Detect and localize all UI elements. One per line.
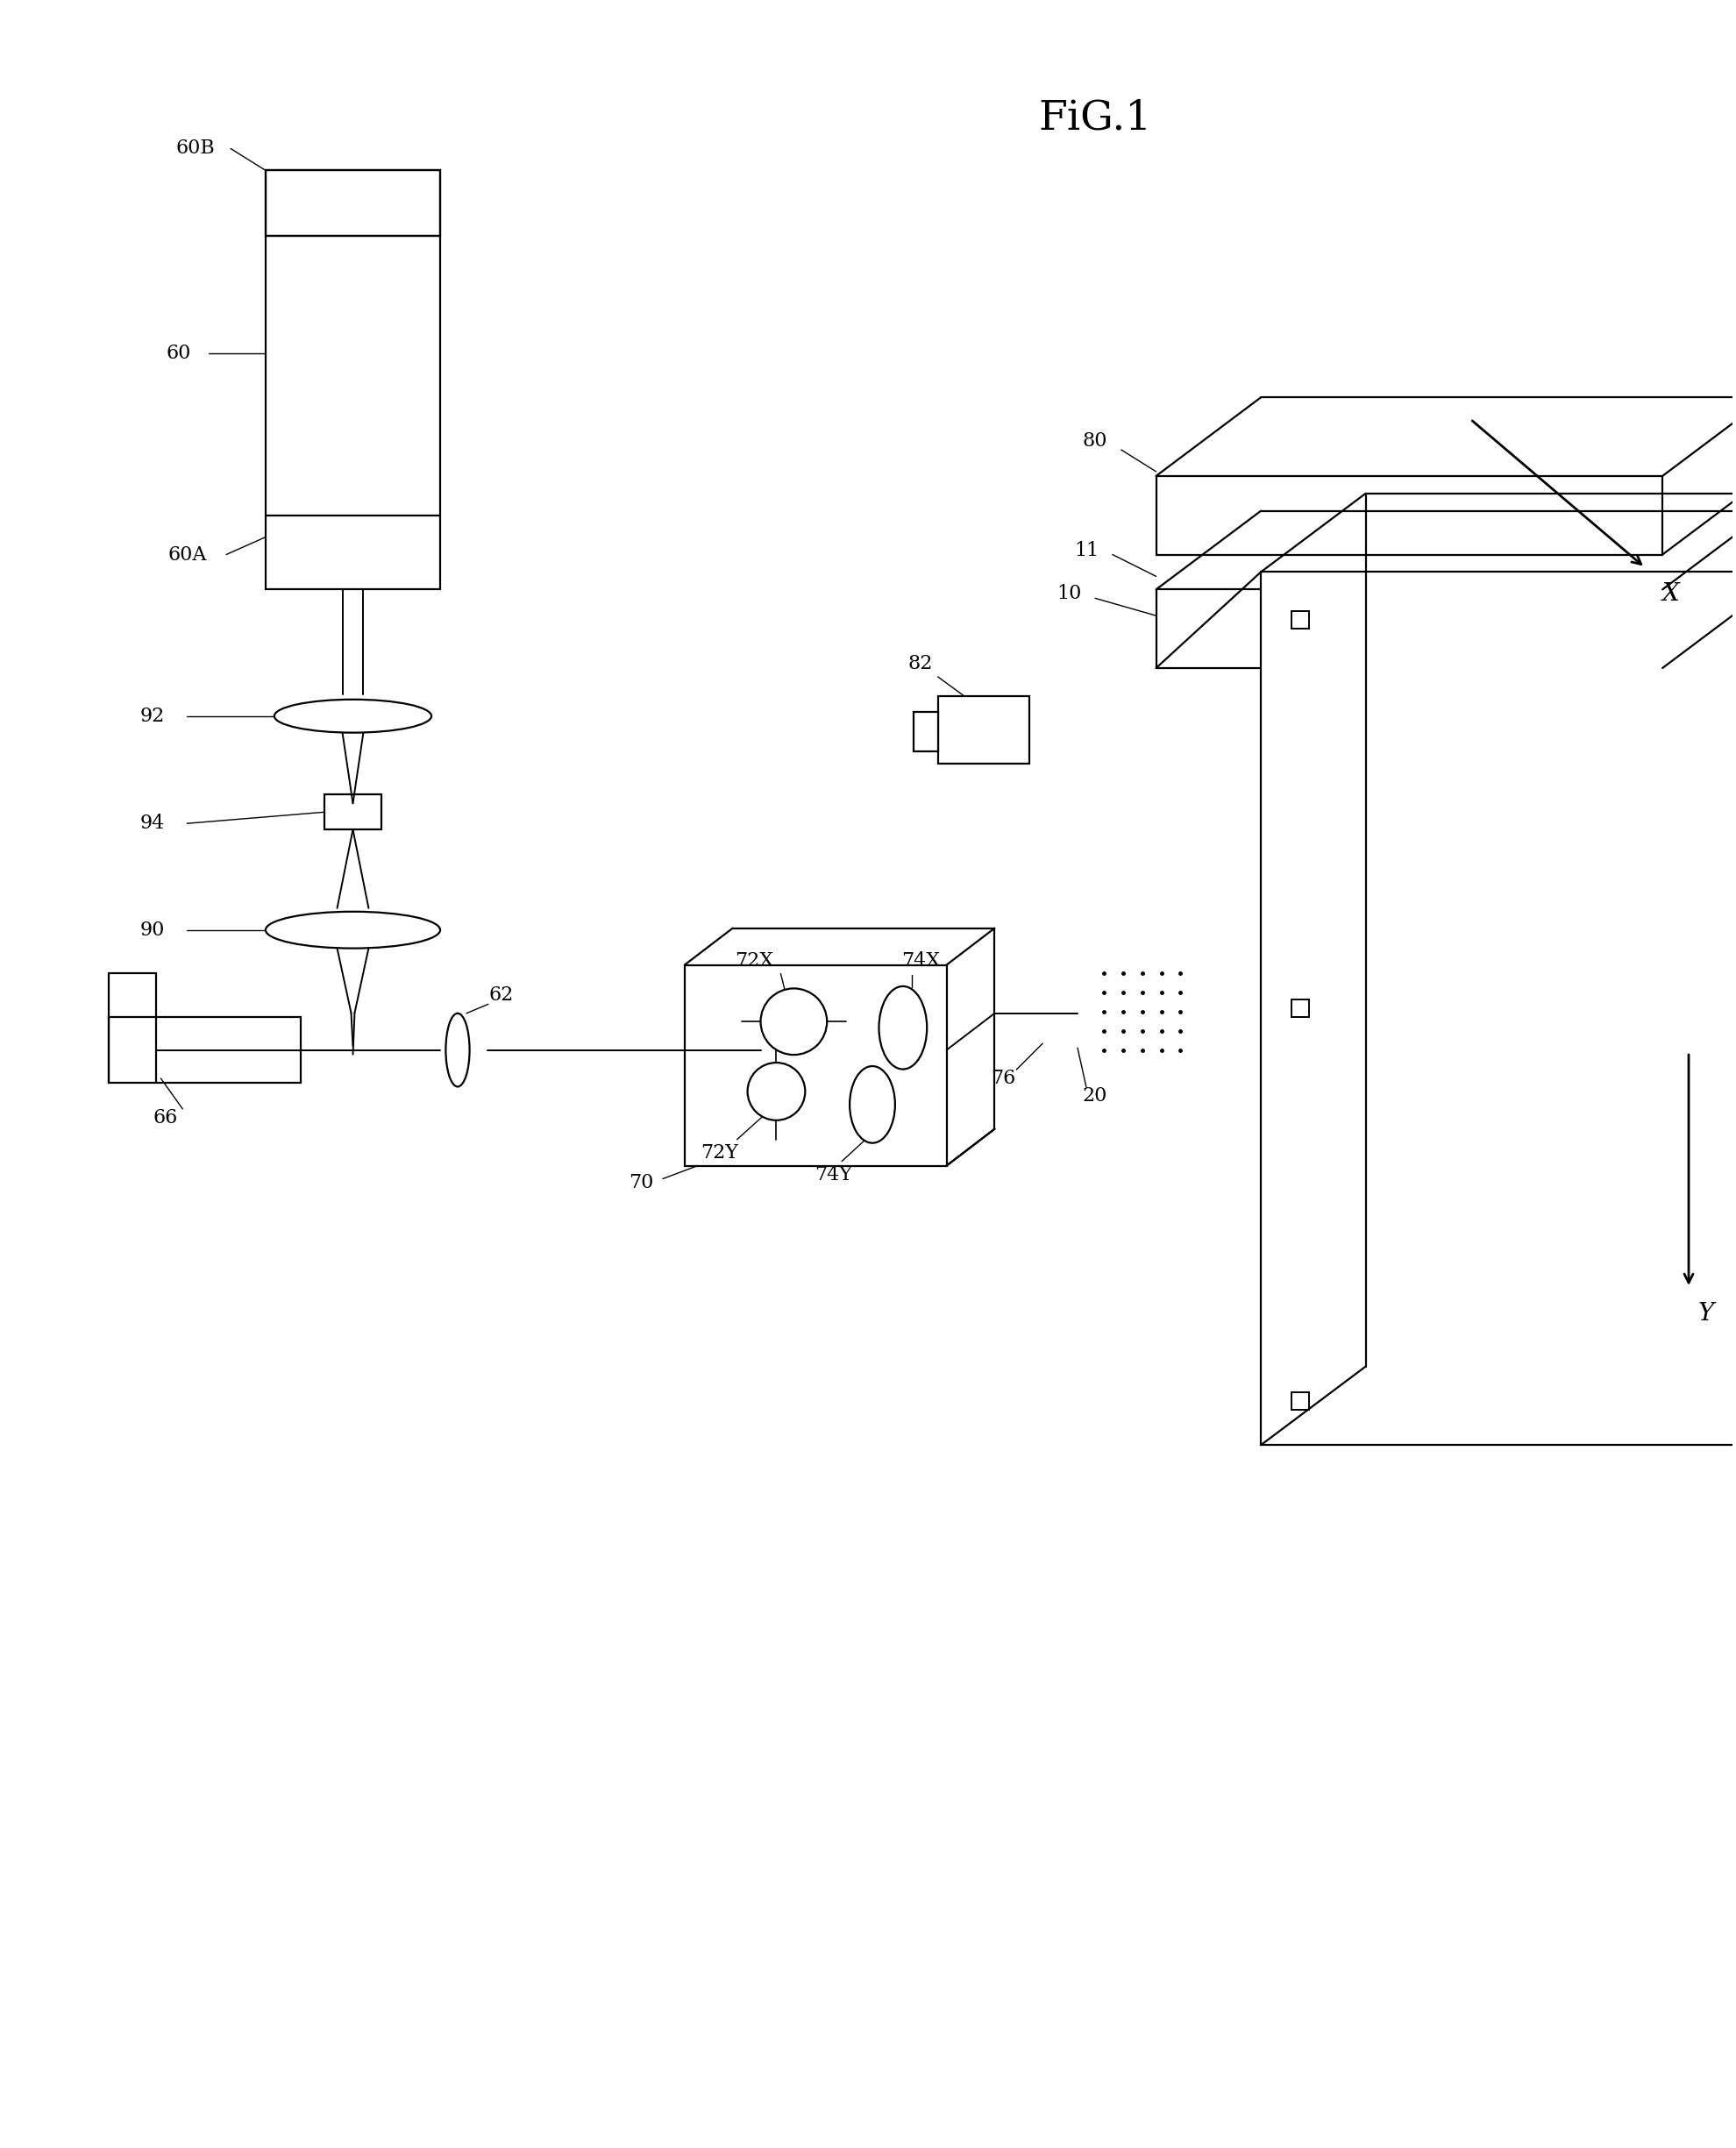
Text: 80: 80 xyxy=(1083,432,1108,451)
Ellipse shape xyxy=(274,700,432,732)
Text: 60B: 60B xyxy=(175,140,215,159)
Text: 76: 76 xyxy=(991,1070,1016,1089)
Text: 11: 11 xyxy=(1075,541,1099,561)
Bar xyxy=(108,1018,300,1083)
Text: 70: 70 xyxy=(628,1173,653,1192)
Text: 72Y: 72Y xyxy=(701,1143,738,1162)
Text: 92: 92 xyxy=(139,707,165,726)
Bar xyxy=(325,795,382,829)
Text: X: X xyxy=(1663,582,1680,606)
Bar xyxy=(1292,1392,1309,1409)
Text: 10: 10 xyxy=(1057,584,1082,604)
Bar xyxy=(913,711,937,752)
Text: 74Y: 74Y xyxy=(814,1164,852,1184)
Text: 62: 62 xyxy=(490,986,514,1005)
Text: 60A: 60A xyxy=(168,546,207,565)
Text: 74X: 74X xyxy=(901,952,939,971)
Text: 60: 60 xyxy=(167,344,191,363)
Bar xyxy=(1292,999,1309,1018)
Bar xyxy=(266,170,441,236)
Ellipse shape xyxy=(266,911,441,947)
Circle shape xyxy=(748,1063,806,1121)
Ellipse shape xyxy=(878,986,927,1070)
Bar xyxy=(1156,589,1663,668)
Text: 82: 82 xyxy=(908,653,932,672)
Bar xyxy=(266,170,441,589)
Bar xyxy=(684,964,946,1166)
Bar xyxy=(1156,477,1663,554)
Text: 66: 66 xyxy=(153,1108,177,1128)
Text: Y: Y xyxy=(1698,1302,1713,1325)
Bar xyxy=(937,696,1029,765)
Text: 94: 94 xyxy=(139,814,165,833)
Ellipse shape xyxy=(446,1014,469,1087)
Circle shape xyxy=(760,988,826,1055)
Bar xyxy=(1292,612,1309,629)
Text: 90: 90 xyxy=(139,919,165,939)
Bar xyxy=(1260,571,1736,1446)
Text: 72X: 72X xyxy=(734,952,774,971)
Text: 20: 20 xyxy=(1083,1087,1108,1106)
Ellipse shape xyxy=(849,1065,896,1143)
Text: FiG.1: FiG.1 xyxy=(1038,99,1151,137)
